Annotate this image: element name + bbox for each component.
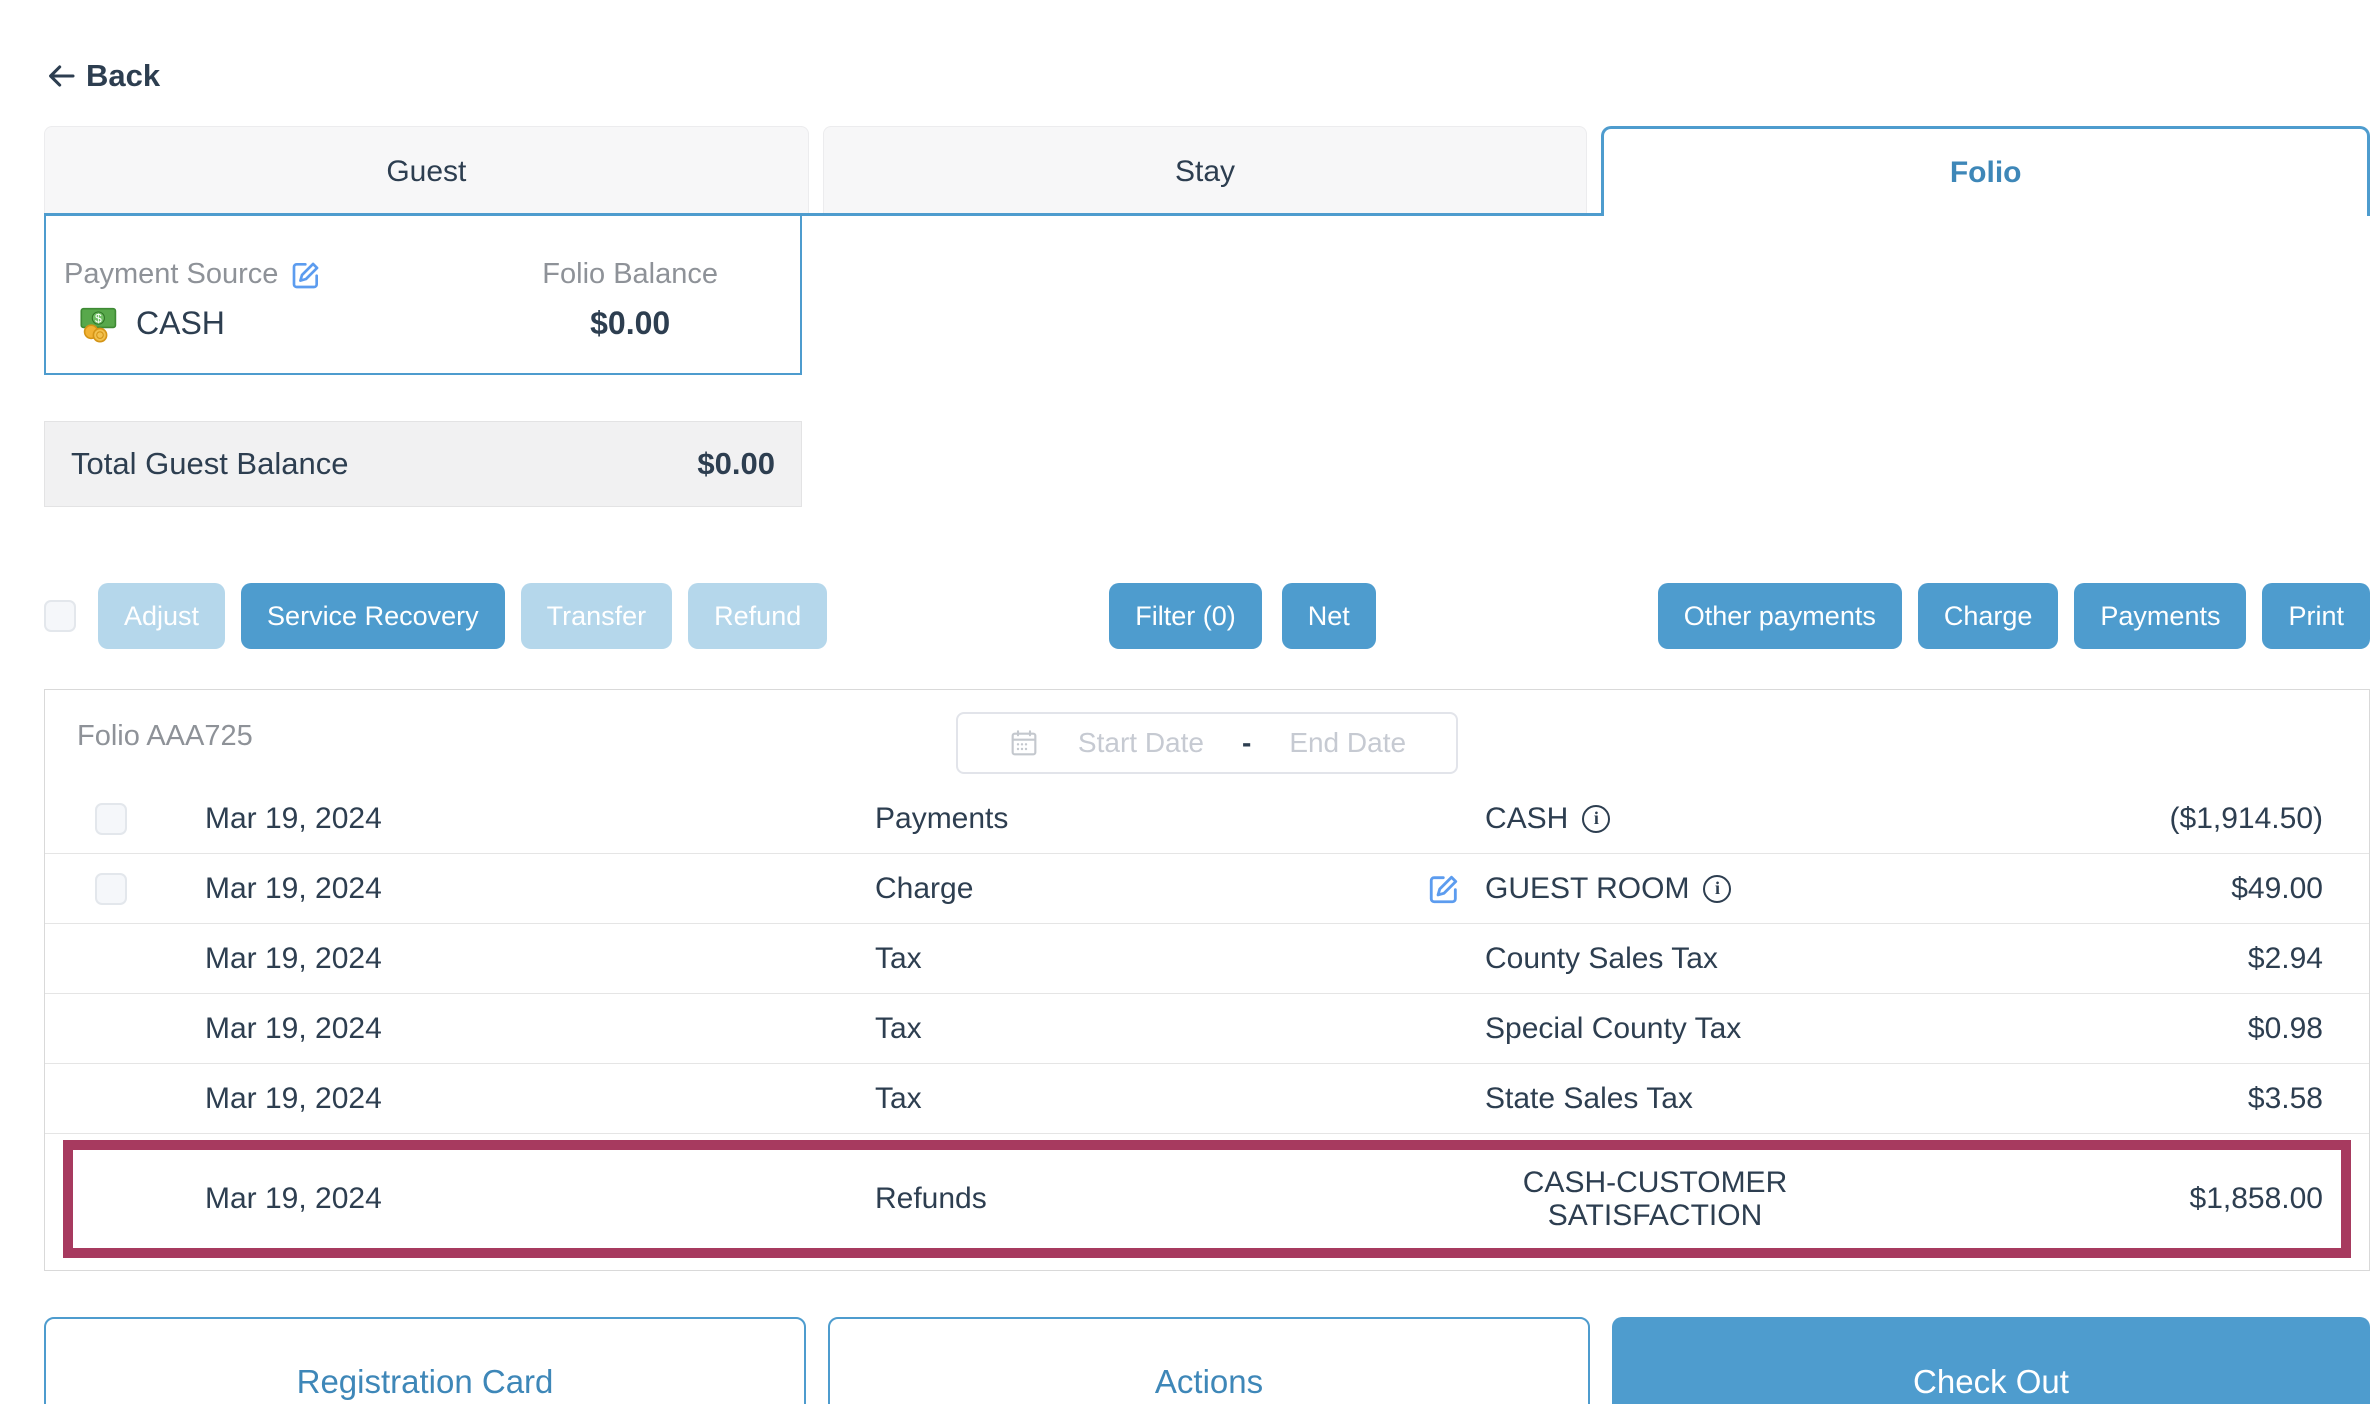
table-row-highlighted: Mar 19, 2024 Refunds CASH-CUSTOMER SATIS… bbox=[63, 1140, 2351, 1258]
total-guest-balance-bar: Total Guest Balance $0.00 bbox=[44, 421, 802, 507]
row-amount: $2.94 bbox=[2247, 941, 2323, 975]
transfer-button[interactable]: Transfer bbox=[520, 583, 673, 649]
row-date: Mar 19, 2024 bbox=[205, 801, 382, 835]
payment-source-block: Payment Source $ CASH bbox=[64, 258, 322, 345]
registration-card-button[interactable]: Registration Card bbox=[44, 1317, 806, 1404]
table-row: Mar 19, 2024 Payments CASH i ($1,914.50) bbox=[45, 784, 2369, 854]
folio-title: Folio AAA725 bbox=[77, 720, 253, 752]
row-type: Payments bbox=[875, 801, 1009, 835]
row-amount: $3.58 bbox=[2247, 1081, 2323, 1115]
folio-balance-label: Folio Balance bbox=[542, 258, 718, 290]
row-amount: $49.00 bbox=[2231, 871, 2323, 905]
charge-button[interactable]: Charge bbox=[1917, 583, 2059, 649]
svg-text:$: $ bbox=[95, 311, 102, 325]
payment-source-label: Payment Source bbox=[64, 258, 279, 290]
table-row: Mar 19, 2024 Tax Special County Tax $0.9… bbox=[45, 994, 2369, 1064]
row-description: CASH bbox=[1485, 801, 1569, 835]
row-description: CASH-CUSTOMER SATISFACTION bbox=[1522, 1166, 1788, 1232]
row-description: Special County Tax bbox=[1485, 1011, 1742, 1045]
back-arrow-icon bbox=[44, 60, 78, 92]
payment-source-value: CASH bbox=[136, 304, 225, 341]
net-button[interactable]: Net bbox=[1281, 583, 1376, 649]
folio-table-header: Folio AAA725 Start Date - End Date bbox=[45, 690, 2369, 784]
tab-stay-label: Stay bbox=[1174, 154, 1236, 188]
folio-toolbar: Adjust Service Recovery Transfer Refund … bbox=[44, 583, 2370, 649]
folio-balance-value: $0.00 bbox=[590, 305, 671, 341]
tab-guest[interactable]: Guest bbox=[44, 126, 809, 216]
calendar-icon bbox=[1008, 727, 1040, 759]
row-type: Tax bbox=[875, 1081, 922, 1115]
cash-money-icon: $ bbox=[78, 301, 122, 345]
adjust-button[interactable]: Adjust bbox=[98, 583, 226, 649]
row-amount: $1,858.00 bbox=[2189, 1182, 2323, 1215]
end-date-input[interactable]: End Date bbox=[1289, 727, 1407, 758]
toolbar-right-group: Other payments Charge Payments Print bbox=[1657, 583, 2370, 649]
back-label: Back bbox=[86, 58, 161, 93]
table-row: Mar 19, 2024 Tax State Sales Tax $3.58 bbox=[45, 1064, 2369, 1134]
actions-button[interactable]: Actions bbox=[828, 1317, 1590, 1404]
row-amount: ($1,914.50) bbox=[2169, 801, 2323, 835]
filter-button[interactable]: Filter (0) bbox=[1109, 583, 1262, 649]
folio-balance-block: Folio Balance $0.00 bbox=[542, 258, 718, 345]
start-date-input[interactable]: Start Date bbox=[1077, 727, 1204, 758]
check-out-button[interactable]: Check Out bbox=[1612, 1317, 2370, 1404]
row-description: GUEST ROOM bbox=[1485, 871, 1690, 905]
row-amount: $0.98 bbox=[2247, 1011, 2323, 1045]
row-date: Mar 19, 2024 bbox=[205, 1081, 382, 1115]
back-button[interactable]: Back bbox=[44, 0, 184, 94]
folio-table-panel: Folio AAA725 Start Date - End Date Mar 1… bbox=[44, 689, 2370, 1271]
other-payments-button[interactable]: Other payments bbox=[1657, 583, 1902, 649]
row-date: Mar 19, 2024 bbox=[205, 1182, 382, 1215]
table-row: Mar 19, 2024 Tax County Sales Tax $2.94 bbox=[45, 924, 2369, 994]
toolbar-middle-group: Filter (0) Net bbox=[827, 583, 1658, 649]
row-date: Mar 19, 2024 bbox=[205, 1011, 382, 1045]
row-description: State Sales Tax bbox=[1485, 1081, 1693, 1115]
row-type: Tax bbox=[875, 941, 922, 975]
info-icon[interactable]: i bbox=[1582, 804, 1611, 833]
select-all-checkbox[interactable] bbox=[44, 600, 76, 632]
total-guest-balance-value: $0.00 bbox=[697, 446, 775, 481]
date-range-separator: - bbox=[1241, 727, 1252, 758]
service-recovery-button[interactable]: Service Recovery bbox=[241, 583, 505, 649]
row-checkbox[interactable] bbox=[95, 872, 127, 905]
footer-actions: Registration Card Actions Check Out bbox=[44, 1317, 2370, 1404]
info-icon[interactable]: i bbox=[1703, 874, 1732, 903]
refund-button[interactable]: Refund bbox=[688, 583, 828, 649]
payment-source-card: Payment Source $ CASH bbox=[44, 216, 802, 375]
table-row: Mar 19, 2024 Charge GUEST ROOM i $49.00 bbox=[45, 854, 2369, 924]
toolbar-left-group: Adjust Service Recovery Transfer Refund bbox=[98, 583, 828, 649]
row-date: Mar 19, 2024 bbox=[205, 871, 382, 905]
tab-stay[interactable]: Stay bbox=[822, 126, 1588, 216]
row-type: Charge bbox=[875, 871, 974, 905]
print-button[interactable]: Print bbox=[2262, 583, 2370, 649]
tab-guest-label: Guest bbox=[386, 154, 467, 188]
row-description: County Sales Tax bbox=[1485, 941, 1718, 975]
tab-bar: Guest Stay Folio bbox=[44, 126, 2371, 216]
edit-payment-source-icon[interactable] bbox=[290, 259, 322, 291]
payments-button[interactable]: Payments bbox=[2074, 583, 2247, 649]
row-type: Refunds bbox=[875, 1182, 987, 1215]
row-date: Mar 19, 2024 bbox=[205, 941, 382, 975]
row-type: Tax bbox=[875, 1011, 922, 1045]
total-guest-balance-label: Total Guest Balance bbox=[71, 446, 349, 481]
tab-folio[interactable]: Folio bbox=[1601, 126, 2371, 216]
tab-folio-label: Folio bbox=[1949, 155, 2022, 189]
date-range-picker[interactable]: Start Date - End Date bbox=[956, 712, 1458, 774]
row-checkbox[interactable] bbox=[95, 802, 127, 835]
edit-charge-icon[interactable] bbox=[1427, 872, 1461, 906]
